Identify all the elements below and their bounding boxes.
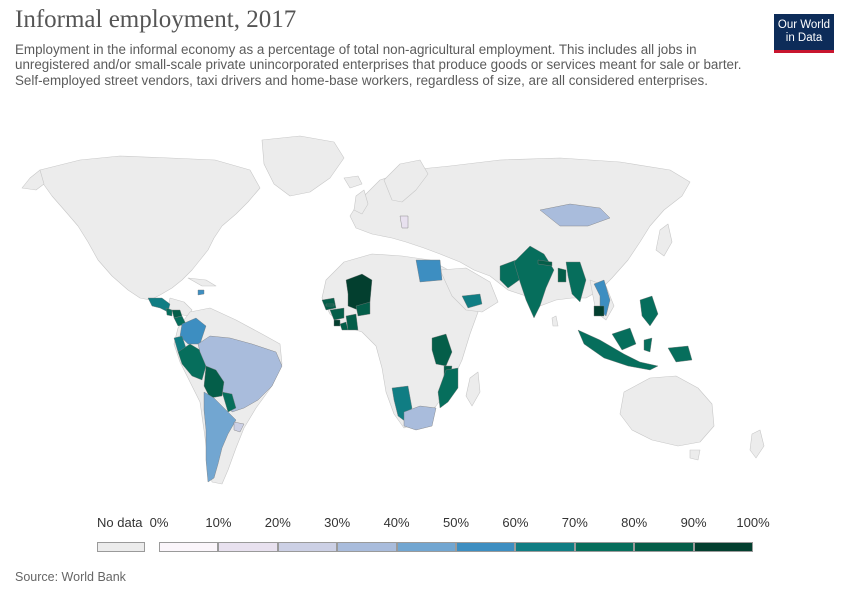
region-guatemala	[165, 307, 173, 317]
source-note: Source: World Bank	[15, 570, 126, 584]
legend-tick-30: 30%	[324, 515, 351, 530]
legend-bin-90-100[interactable]	[693, 542, 753, 552]
region-serbia	[399, 215, 409, 229]
land-arabia	[439, 267, 499, 313]
legend-bin-50-60[interactable]	[456, 542, 516, 552]
legend-tick-90: 90%	[680, 515, 707, 530]
land-tasmania	[689, 449, 701, 461]
land-cuba	[187, 277, 217, 287]
region-mozambique	[437, 367, 459, 409]
legend-tick-60: 60%	[502, 515, 529, 530]
region-myanmar	[565, 261, 587, 303]
legend-bin-0-10[interactable]	[159, 542, 219, 552]
region-guinea	[329, 307, 345, 321]
land-eurasia	[349, 157, 691, 307]
land-uk	[353, 189, 369, 215]
land-scandinavia	[383, 159, 429, 203]
legend-bin-80-90[interactable]	[634, 542, 694, 552]
land-japan	[655, 223, 673, 257]
land-alaska	[21, 169, 45, 191]
legend-tick-20: 20%	[264, 515, 291, 530]
legend-no-data-swatch[interactable]	[97, 542, 145, 552]
region-paraguay	[221, 391, 237, 413]
world-map[interactable]	[0, 130, 850, 510]
region-yemen	[461, 293, 483, 309]
legend-no-data-label: No data	[97, 515, 143, 530]
land-australia	[619, 375, 715, 447]
land-north-america	[39, 155, 261, 301]
region-papua-new-guinea	[667, 345, 693, 363]
region-indonesia-sulawesi	[643, 337, 653, 353]
color-legend: No data 0% 10% 20% 30% 40% 50% 60% 70% 8…	[0, 512, 850, 562]
legend-tick-100: 100%	[736, 515, 770, 530]
legend-tick-70: 70%	[561, 515, 588, 530]
legend-bin-30-40[interactable]	[337, 542, 397, 552]
region-south-africa	[403, 405, 437, 431]
region-vietnam	[593, 279, 611, 317]
region-argentina	[203, 391, 237, 483]
land-iceland	[343, 175, 363, 189]
chart-subtitle: Employment in the informal economy as a …	[15, 42, 742, 88]
region-indonesia-borneo	[611, 327, 637, 351]
legend-bin-40-50[interactable]	[396, 542, 456, 552]
legend-tick-50: 50%	[442, 515, 470, 530]
legend-bin-70-80[interactable]	[574, 542, 635, 552]
region-peru	[177, 343, 207, 381]
owid-logo[interactable]: Our World in Data	[774, 14, 834, 53]
region-philippines	[639, 295, 659, 327]
logo-line-1: Our World	[777, 19, 831, 31]
legend-tick-10: 10%	[205, 515, 232, 530]
region-bangladesh	[557, 267, 567, 283]
region-bolivia	[203, 365, 225, 399]
land-new-zealand	[749, 429, 765, 459]
region-indonesia	[577, 329, 659, 371]
region-mongolia	[539, 203, 611, 227]
logo-line-2: in Data	[785, 32, 823, 44]
region-dominican-republic	[197, 289, 205, 296]
region-sierra-leone	[333, 319, 341, 327]
land-greenland	[261, 135, 345, 197]
land-sri-lanka	[551, 315, 559, 327]
legend-tick-80: 80%	[621, 515, 648, 530]
data-regions	[147, 203, 693, 483]
region-egypt	[415, 259, 443, 283]
region-cambodia	[593, 305, 605, 317]
legend-bin-20-30[interactable]	[277, 542, 338, 552]
legend-bin-60-70[interactable]	[515, 542, 575, 552]
chart-title: Informal employment, 2017	[15, 6, 297, 33]
legend-tick-0: 0%	[149, 515, 169, 530]
region-nepal	[537, 259, 553, 267]
region-gambia	[325, 303, 335, 307]
region-cote-divoire	[345, 313, 359, 331]
land-madagascar	[465, 371, 481, 407]
region-burkina-faso	[355, 301, 371, 317]
legend-bin-10-20[interactable]	[218, 542, 278, 552]
legend-tick-40: 40%	[383, 515, 410, 530]
region-uruguay	[233, 421, 245, 433]
